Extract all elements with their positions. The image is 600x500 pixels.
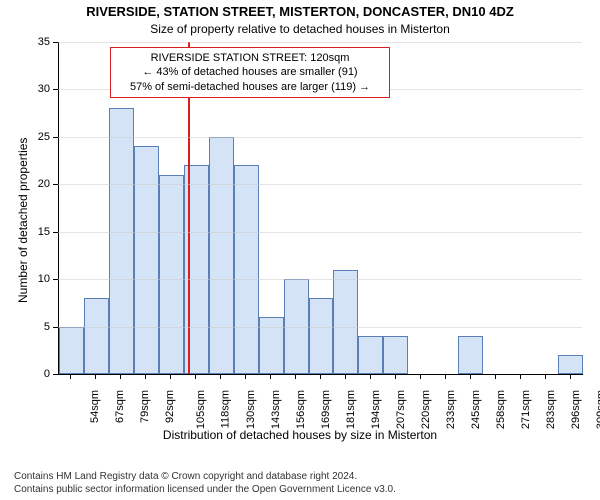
x-tick-label: 207sqm (395, 390, 407, 429)
grid-line (58, 327, 582, 328)
x-tick-mark (95, 374, 96, 379)
x-tick-label: 54sqm (90, 390, 102, 423)
annotation-box: RIVERSIDE STATION STREET: 120sqm← 43% of… (110, 47, 390, 98)
histogram-bar (109, 108, 134, 374)
x-tick-mark (370, 374, 371, 379)
histogram-bar (358, 336, 383, 374)
y-tick-label: 30 (0, 83, 50, 95)
x-tick-mark (495, 374, 496, 379)
x-tick-label: 156sqm (295, 390, 307, 429)
y-tick-mark (53, 184, 58, 185)
y-tick-label: 20 (0, 178, 50, 190)
x-tick-label: 245sqm (470, 390, 482, 429)
grid-line (58, 137, 582, 138)
grid-line (58, 232, 582, 233)
x-tick-mark (570, 374, 571, 379)
histogram-bar (84, 298, 109, 374)
x-tick-mark (395, 374, 396, 379)
y-tick-mark (53, 374, 58, 375)
x-tick-label: 92sqm (164, 390, 176, 423)
y-tick-mark (53, 279, 58, 280)
x-tick-label: 296sqm (570, 390, 582, 429)
y-tick-label: 25 (0, 131, 50, 143)
histogram-bar (333, 270, 358, 374)
x-tick-mark (195, 374, 196, 379)
chart-title: RIVERSIDE, STATION STREET, MISTERTON, DO… (0, 4, 600, 19)
grid-line (58, 42, 582, 43)
x-tick-mark (445, 374, 446, 379)
y-tick-label: 35 (0, 36, 50, 48)
chart-container: RIVERSIDE, STATION STREET, MISTERTON, DO… (0, 0, 600, 500)
x-tick-label: 271sqm (520, 390, 532, 429)
grid-line (58, 279, 582, 280)
x-tick-mark (295, 374, 296, 379)
footer-line-2: Contains public sector information licen… (14, 484, 396, 497)
x-tick-mark (120, 374, 121, 379)
x-tick-mark (345, 374, 346, 379)
x-tick-label: 67sqm (114, 390, 126, 423)
annotation-line: 57% of semi-detached houses are larger (… (117, 80, 383, 94)
x-tick-label: 130sqm (245, 390, 257, 429)
x-tick-mark (420, 374, 421, 379)
x-axis-label: Distribution of detached houses by size … (0, 428, 600, 442)
y-tick-label: 5 (0, 321, 50, 333)
x-tick-label: 143sqm (270, 390, 282, 429)
x-tick-label: 220sqm (420, 390, 432, 429)
x-tick-mark (470, 374, 471, 379)
histogram-bar (383, 336, 408, 374)
x-tick-mark (170, 374, 171, 379)
histogram-bar (558, 355, 583, 374)
footer-text: Contains HM Land Registry data © Crown c… (14, 471, 396, 496)
annotation-line: RIVERSIDE STATION STREET: 120sqm (117, 51, 383, 65)
x-tick-mark (70, 374, 71, 379)
x-tick-mark (270, 374, 271, 379)
x-tick-mark (145, 374, 146, 379)
histogram-bar (309, 298, 334, 374)
chart-subtitle: Size of property relative to detached ho… (0, 22, 600, 36)
y-tick-mark (53, 89, 58, 90)
histogram-bar (159, 175, 184, 374)
y-tick-mark (53, 232, 58, 233)
x-tick-mark (220, 374, 221, 379)
x-tick-label: 233sqm (445, 390, 457, 429)
x-tick-label: 79sqm (139, 390, 151, 423)
annotation-line: ← 43% of detached houses are smaller (91… (117, 65, 383, 79)
histogram-bar (59, 327, 84, 374)
histogram-bar (134, 146, 159, 374)
y-tick-label: 0 (0, 368, 50, 380)
x-tick-label: 105sqm (195, 390, 207, 429)
histogram-bar (234, 165, 259, 374)
histogram-bar (458, 336, 483, 374)
x-tick-mark (520, 374, 521, 379)
footer-line-1: Contains HM Land Registry data © Crown c… (14, 471, 396, 484)
x-tick-mark (245, 374, 246, 379)
y-tick-label: 15 (0, 226, 50, 238)
x-tick-mark (545, 374, 546, 379)
x-tick-label: 283sqm (545, 390, 557, 429)
x-tick-mark (320, 374, 321, 379)
x-tick-label: 258sqm (495, 390, 507, 429)
grid-line (58, 184, 582, 185)
y-tick-mark (53, 137, 58, 138)
y-tick-mark (53, 42, 58, 43)
x-tick-label: 309sqm (595, 390, 600, 429)
histogram-bar (209, 137, 234, 374)
x-tick-label: 169sqm (320, 390, 332, 429)
x-tick-label: 194sqm (370, 390, 382, 429)
x-tick-label: 181sqm (345, 390, 357, 429)
y-tick-label: 10 (0, 273, 50, 285)
y-tick-mark (53, 327, 58, 328)
x-tick-label: 118sqm (220, 390, 232, 428)
